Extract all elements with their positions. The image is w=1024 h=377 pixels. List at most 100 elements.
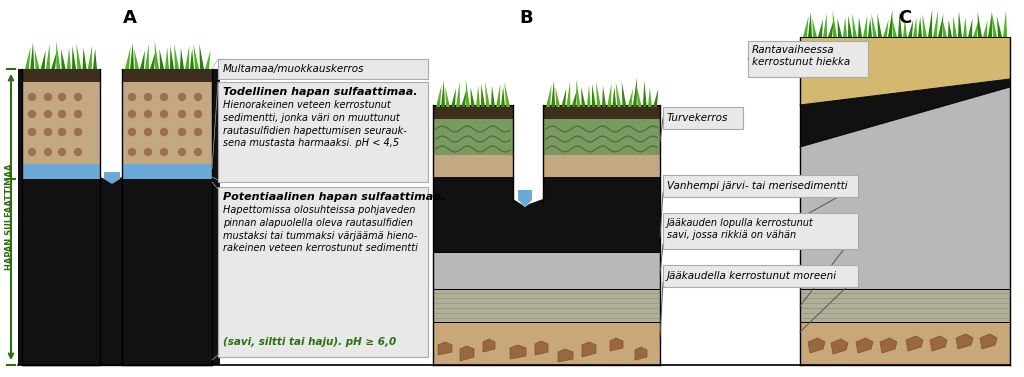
Polygon shape [160, 49, 164, 69]
Polygon shape [615, 82, 622, 107]
Polygon shape [843, 17, 847, 37]
Polygon shape [980, 334, 997, 349]
Polygon shape [956, 334, 973, 349]
Polygon shape [892, 17, 897, 37]
Bar [800, 256, 1010, 289]
Bar [22, 69, 100, 82]
Circle shape [29, 129, 36, 135]
Polygon shape [460, 346, 474, 361]
Polygon shape [800, 37, 1010, 105]
Polygon shape [466, 79, 470, 107]
Bar [218, 187, 428, 357]
Polygon shape [535, 341, 548, 355]
Polygon shape [501, 87, 505, 107]
Polygon shape [483, 339, 495, 352]
Polygon shape [490, 86, 495, 107]
Polygon shape [72, 46, 76, 69]
Circle shape [29, 93, 36, 101]
Polygon shape [633, 77, 637, 107]
Text: (savi, siltti tai haju). pH ≥ 6,0: (savi, siltti tai haju). pH ≥ 6,0 [223, 337, 396, 347]
Polygon shape [968, 18, 973, 37]
Text: Jääkaudella kerrostunut moreeni: Jääkaudella kerrostunut moreeni [667, 271, 838, 281]
Circle shape [195, 110, 202, 118]
Text: Multamaa/muokkauskerros: Multamaa/muokkauskerros [223, 64, 365, 74]
Polygon shape [518, 190, 532, 207]
Text: Jääkauden lopulla kerrostunut
savi, jossa rikkiä on vähän: Jääkauden lopulla kerrostunut savi, joss… [667, 218, 814, 241]
Bar [433, 202, 660, 252]
Polygon shape [596, 82, 601, 107]
Polygon shape [438, 342, 452, 355]
Circle shape [75, 149, 82, 155]
Circle shape [144, 93, 152, 101]
Circle shape [58, 129, 66, 135]
Polygon shape [923, 14, 927, 37]
Polygon shape [150, 51, 156, 69]
Bar [122, 172, 212, 179]
Polygon shape [35, 49, 40, 69]
Polygon shape [918, 17, 922, 37]
Polygon shape [67, 48, 71, 69]
Polygon shape [61, 49, 66, 69]
Bar [433, 155, 513, 177]
Polygon shape [637, 85, 642, 107]
Polygon shape [963, 17, 967, 37]
Circle shape [161, 93, 168, 101]
Polygon shape [476, 85, 480, 107]
Polygon shape [592, 84, 596, 107]
Circle shape [195, 93, 202, 101]
Polygon shape [558, 349, 573, 362]
Circle shape [128, 110, 135, 118]
Polygon shape [856, 338, 873, 353]
Circle shape [29, 110, 36, 118]
Polygon shape [25, 46, 31, 69]
Bar [22, 172, 100, 179]
Circle shape [44, 149, 51, 155]
Polygon shape [481, 84, 485, 107]
Polygon shape [903, 19, 907, 37]
Polygon shape [933, 10, 938, 37]
Polygon shape [635, 347, 647, 360]
Bar [433, 119, 513, 155]
Circle shape [161, 129, 168, 135]
Polygon shape [1002, 11, 1007, 37]
Text: Turvekerros: Turvekerros [667, 113, 728, 123]
Polygon shape [653, 89, 658, 107]
Text: Rantavaiheessa
kerrostunut hiekka: Rantavaiheessa kerrostunut hiekka [752, 45, 850, 67]
Text: A: A [123, 9, 137, 27]
Polygon shape [868, 18, 872, 37]
Polygon shape [100, 69, 122, 182]
Text: Hienorakeinen veteen kerrostunut
sedimentti, jonka väri on muuttunut
rautasulfid: Hienorakeinen veteen kerrostunut sedimen… [223, 100, 407, 149]
Polygon shape [800, 79, 1010, 147]
Circle shape [128, 149, 135, 155]
Polygon shape [997, 16, 1002, 37]
Polygon shape [185, 46, 189, 69]
Bar [663, 265, 858, 287]
Polygon shape [622, 82, 627, 107]
Circle shape [161, 110, 168, 118]
Polygon shape [942, 19, 947, 37]
Circle shape [144, 149, 152, 155]
Polygon shape [436, 84, 441, 107]
Polygon shape [602, 86, 606, 107]
Bar [433, 289, 660, 322]
Polygon shape [51, 51, 57, 69]
Bar [218, 59, 428, 79]
Polygon shape [551, 80, 555, 107]
Polygon shape [808, 338, 825, 353]
Polygon shape [46, 44, 50, 69]
Polygon shape [577, 79, 581, 107]
Circle shape [58, 110, 66, 118]
Polygon shape [883, 20, 889, 37]
Polygon shape [130, 42, 134, 69]
Polygon shape [612, 87, 616, 107]
Circle shape [195, 129, 202, 135]
Polygon shape [823, 14, 827, 37]
Polygon shape [485, 82, 490, 107]
Polygon shape [812, 18, 817, 37]
Bar [543, 119, 660, 155]
Polygon shape [510, 345, 526, 359]
Polygon shape [190, 49, 194, 69]
Polygon shape [863, 15, 867, 37]
Polygon shape [170, 46, 174, 69]
Polygon shape [77, 44, 81, 69]
